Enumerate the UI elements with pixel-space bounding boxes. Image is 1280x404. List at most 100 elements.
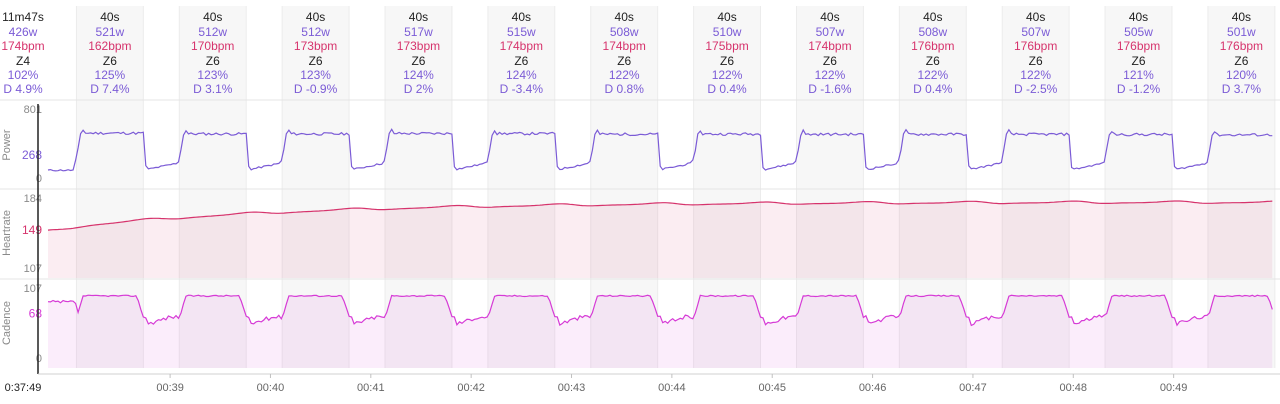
panel-cadence[interactable]: Cadence 107 68 0 <box>1 283 1273 368</box>
interval-band <box>1207 6 1275 368</box>
interval-pct-label: 123% <box>300 68 331 82</box>
power-line <box>47 128 1273 172</box>
interval-power-label: 505w <box>1124 25 1153 39</box>
interval-duration-label: 40s <box>1232 10 1251 24</box>
interval-pct-label: 122% <box>609 68 640 82</box>
interval-band <box>899 6 967 368</box>
interval-band <box>487 6 555 368</box>
interval-duration-label: 40s <box>1129 10 1148 24</box>
power-axis-title: Power <box>1 129 13 161</box>
interval-heartrate-label: 173bpm <box>294 39 337 53</box>
x-tick-label: 00:40 <box>257 382 285 394</box>
cadence-area <box>48 295 1273 368</box>
interval-pct-label: 123% <box>197 68 228 82</box>
interval-zone-label: Z6 <box>1029 54 1043 68</box>
cadence-y-tick: 68 <box>29 307 43 321</box>
panel-power[interactable]: Power 801 268 0 <box>1 104 1273 188</box>
interval-heartrate-label: 176bpm <box>1014 39 1057 53</box>
interval-pct-label: 122% <box>815 68 846 82</box>
interval-heartrate-label: 170bpm <box>191 39 234 53</box>
x-tick-label: 00:43 <box>558 382 586 394</box>
interval-band <box>1105 6 1172 368</box>
interval-duration-label: 40s <box>820 10 839 24</box>
interval-power-label: 521w <box>96 25 125 39</box>
interval-heartrate-label: 174bpm <box>603 39 646 53</box>
interval-drift-label: D 7.4% <box>90 82 130 96</box>
interval-power-label: 510w <box>713 25 742 39</box>
interval-duration-label: 40s <box>923 10 942 24</box>
interval-heartrate-label: 174bpm <box>500 39 543 53</box>
interval-drift-label: D -1.2% <box>1117 82 1161 96</box>
heartrate-y-tick: 107 <box>24 263 42 275</box>
cadence-line <box>47 294 1273 327</box>
interval-pct-label: 125% <box>95 68 126 82</box>
summary-drift-label: D 4.9% <box>3 82 43 96</box>
x-tick-label: 00:41 <box>357 382 385 394</box>
interval-pct-label: 122% <box>712 68 743 82</box>
interval-drift-label: D -1.6% <box>808 82 852 96</box>
interval-heartrate-label: 174bpm <box>808 39 851 53</box>
heartrate-line <box>47 200 1273 231</box>
interval-heartrate-label: 176bpm <box>1117 39 1160 53</box>
interval-drift-label: D 0.4% <box>707 82 747 96</box>
interval-zone-label: Z6 <box>103 54 117 68</box>
interval-zone-label: Z6 <box>926 54 940 68</box>
interval-drift-label: D 2% <box>404 82 434 96</box>
interval-drift-label: D -3.4% <box>500 82 544 96</box>
interval-pct-label: 121% <box>1123 68 1154 82</box>
interval-band <box>796 6 864 368</box>
interval-zone-label: Z6 <box>823 54 837 68</box>
interval-zone-label: Z6 <box>617 54 631 68</box>
interval-pct-label: 124% <box>403 68 434 82</box>
x-tick-label: 00:46 <box>859 382 887 394</box>
x-tick-label: 00:45 <box>758 382 786 394</box>
interval-duration-label: 40s <box>100 10 119 24</box>
interval-band <box>693 6 761 368</box>
interval-power-label: 508w <box>610 25 639 39</box>
power-y-tick: 0 <box>36 173 42 185</box>
interval-duration-label: 40s <box>717 10 736 24</box>
heartrate-y-tick: 149 <box>22 223 42 237</box>
interval-band <box>385 6 452 368</box>
interval-zone-label: Z6 <box>411 54 425 68</box>
interval-power-label: 512w <box>198 25 227 39</box>
interval-drift-label: D 3.7% <box>1222 82 1262 96</box>
interval-zone-label: Z6 <box>206 54 220 68</box>
interval-duration-label: 40s <box>1026 10 1045 24</box>
heartrate-y-tick: 184 <box>24 193 42 205</box>
x-tick-label: 00:39 <box>156 382 184 394</box>
cadence-axis-title: Cadence <box>1 301 13 345</box>
x-tick-label: 00:42 <box>457 382 485 394</box>
x-tick-label: 00:44 <box>658 382 686 394</box>
interval-band <box>76 6 144 368</box>
interval-pct-label: 122% <box>917 68 948 82</box>
interval-drift-label: D 0.8% <box>605 82 645 96</box>
interval-power-label: 512w <box>301 25 330 39</box>
interval-band <box>282 6 350 368</box>
interval-band <box>590 6 658 368</box>
x-tick-label: 00:47 <box>959 382 987 394</box>
x-axis: 00:39 00:40 00:41 00:42 00:43 00:44 00:45 00:46… <box>38 373 1280 394</box>
interval-power-label: 501w <box>1227 25 1256 39</box>
interval-duration-label: 40s <box>512 10 531 24</box>
heartrate-area <box>48 201 1273 278</box>
interval-power-label: 508w <box>918 25 947 39</box>
interval-band <box>1002 6 1070 368</box>
interval-power-label: 507w <box>1021 25 1050 39</box>
